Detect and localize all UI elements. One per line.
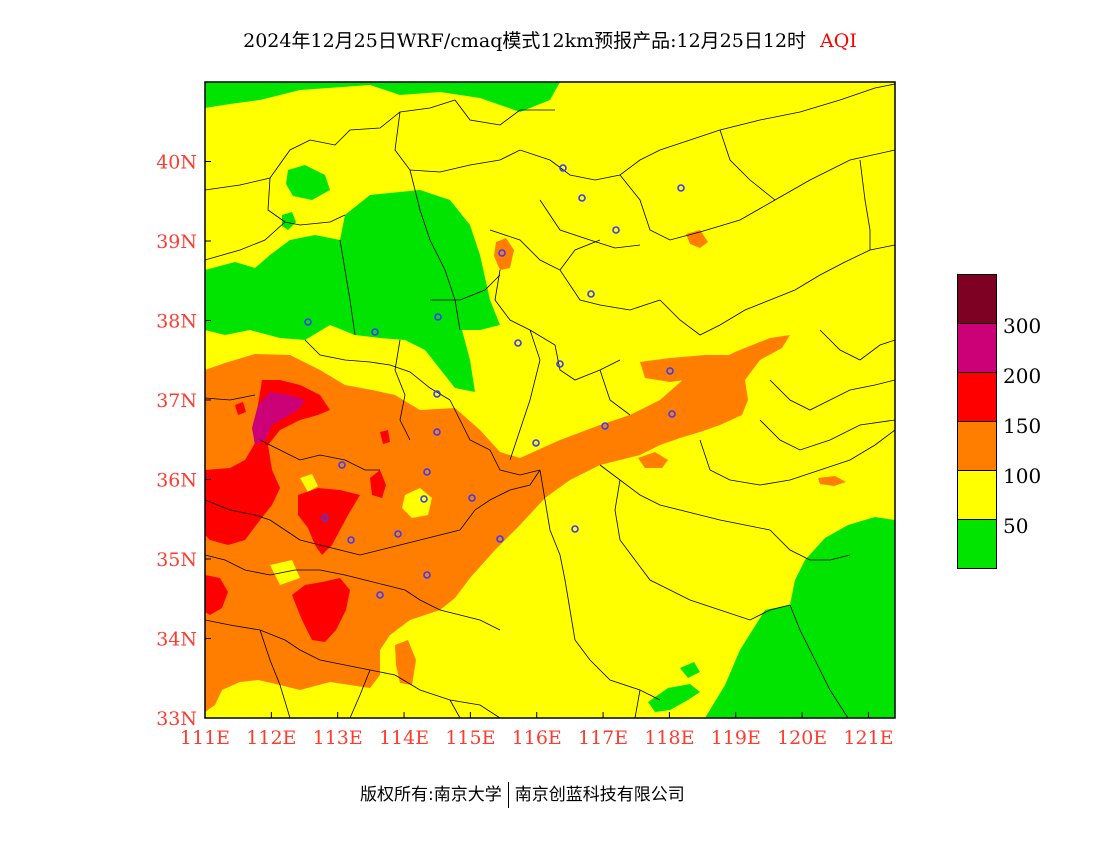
city-marker bbox=[376, 591, 384, 599]
region-good-north bbox=[205, 82, 560, 112]
city-marker bbox=[321, 514, 329, 522]
y-axis: 33N 34N 35N 36N 37N 38N 39N 40N bbox=[156, 152, 211, 730]
city-marker bbox=[433, 428, 441, 436]
y-tick-label: 36N bbox=[156, 470, 197, 492]
aqi-field bbox=[205, 82, 895, 718]
city-marker bbox=[423, 468, 431, 476]
legend-label-200: 200 bbox=[1003, 364, 1042, 388]
legend-label-100: 100 bbox=[1003, 464, 1042, 488]
y-tick-label: 33N bbox=[156, 708, 197, 730]
region-usg-small-5 bbox=[395, 640, 416, 685]
legend-swatch-usg bbox=[957, 422, 997, 471]
region-very-unhealthy bbox=[252, 392, 305, 445]
x-tick-label: 115E bbox=[445, 727, 495, 749]
region-usg-main bbox=[205, 335, 790, 712]
region-unhealthy-center bbox=[298, 488, 360, 555]
x-tick-label: 111E bbox=[180, 727, 230, 749]
x-tick-label: 119E bbox=[711, 727, 761, 749]
city-marker bbox=[578, 194, 586, 202]
aqi-legend bbox=[957, 274, 997, 569]
city-marker bbox=[347, 536, 355, 544]
x-tick-label: 112E bbox=[246, 727, 296, 749]
region-usg-small-3 bbox=[494, 238, 514, 270]
x-tick-label: 116E bbox=[512, 727, 562, 749]
title-aqi-tag: AQI bbox=[820, 30, 857, 52]
city-marker bbox=[423, 571, 431, 579]
y-tick-label: 40N bbox=[156, 152, 197, 174]
city-marker bbox=[338, 461, 346, 469]
city-marker bbox=[559, 164, 567, 172]
city-marker bbox=[496, 535, 504, 543]
region-good-coast-small-2 bbox=[680, 662, 700, 678]
legend-label-300: 300 bbox=[1003, 314, 1042, 338]
x-tick-label: 113E bbox=[313, 727, 363, 749]
region-good-coast-small bbox=[648, 684, 700, 712]
legend-label-150: 150 bbox=[1003, 414, 1042, 438]
region-moderate-hole-3 bbox=[270, 560, 300, 585]
y-tick-label: 34N bbox=[156, 629, 197, 651]
x-tick-label: 114E bbox=[379, 727, 429, 749]
city-marker bbox=[587, 290, 595, 298]
region-unhealthy-small-3 bbox=[235, 402, 246, 415]
x-tick-label: 120E bbox=[777, 727, 827, 749]
copyright-footer: 版权所有:南京大学 南京创蓝科技有限公司 bbox=[360, 780, 685, 808]
footer-company: 南京创蓝科技有限公司 bbox=[514, 785, 685, 805]
region-unhealthy-far-south bbox=[205, 575, 228, 615]
legend-swatch-hazardous bbox=[957, 274, 997, 324]
region-good-west bbox=[205, 190, 500, 392]
city-marker bbox=[304, 318, 312, 326]
city-marker bbox=[668, 410, 676, 418]
city-marker bbox=[371, 328, 379, 336]
city-marker bbox=[434, 313, 442, 321]
title-main: 2024年12月25日WRF/cmaq模式12km预报产品:12月25日12时 bbox=[243, 30, 807, 52]
region-usg-east bbox=[640, 355, 735, 382]
legend-swatch-very-unhealthy bbox=[957, 324, 997, 373]
y-tick-label: 37N bbox=[156, 390, 197, 412]
city-marker bbox=[601, 422, 609, 430]
footer-divider bbox=[507, 782, 509, 808]
legend-swatch-moderate bbox=[957, 471, 997, 520]
x-tick-label: 121E bbox=[843, 727, 893, 749]
city-marker bbox=[394, 530, 402, 538]
region-good-small-1 bbox=[286, 165, 330, 200]
city-marker bbox=[498, 249, 506, 257]
region-unhealthy-west bbox=[205, 380, 330, 545]
legend-swatch-good bbox=[957, 520, 997, 569]
region-usg-small-1 bbox=[638, 452, 668, 468]
legend-swatch-unhealthy bbox=[957, 373, 997, 422]
boundary-lines bbox=[205, 83, 895, 718]
x-axis: 111E 112E 113E 114E 115E 116E 117E 118E 119E 120E… bbox=[180, 712, 894, 749]
city-markers bbox=[304, 164, 685, 599]
city-marker bbox=[677, 184, 685, 192]
x-tick-label: 118E bbox=[644, 727, 694, 749]
region-good-southeast bbox=[705, 517, 895, 718]
region-moderate-hole-2 bbox=[300, 474, 318, 492]
city-marker bbox=[571, 525, 579, 533]
map-title: 2024年12月25日WRF/cmaq模式12km预报产品:12月25日12时 A… bbox=[0, 26, 1100, 53]
y-tick-label: 38N bbox=[156, 311, 197, 333]
region-unhealthy-small-1 bbox=[370, 470, 386, 498]
y-tick-label: 39N bbox=[156, 231, 197, 253]
city-marker bbox=[433, 390, 441, 398]
x-tick-label: 117E bbox=[578, 727, 628, 749]
footer-owner: 版权所有:南京大学 bbox=[360, 785, 502, 805]
city-marker bbox=[666, 367, 674, 375]
city-marker bbox=[532, 439, 540, 447]
region-unhealthy-small-2 bbox=[380, 430, 390, 444]
y-tick-label: 35N bbox=[156, 549, 197, 571]
city-marker bbox=[468, 494, 476, 502]
region-usg-small-4 bbox=[818, 476, 846, 486]
legend-label-50: 50 bbox=[1003, 514, 1029, 538]
city-marker bbox=[514, 339, 522, 347]
city-marker bbox=[612, 226, 620, 234]
city-marker bbox=[420, 495, 428, 503]
region-good-small-2 bbox=[282, 212, 296, 230]
city-marker bbox=[556, 360, 564, 368]
region-unhealthy-south bbox=[292, 578, 350, 642]
